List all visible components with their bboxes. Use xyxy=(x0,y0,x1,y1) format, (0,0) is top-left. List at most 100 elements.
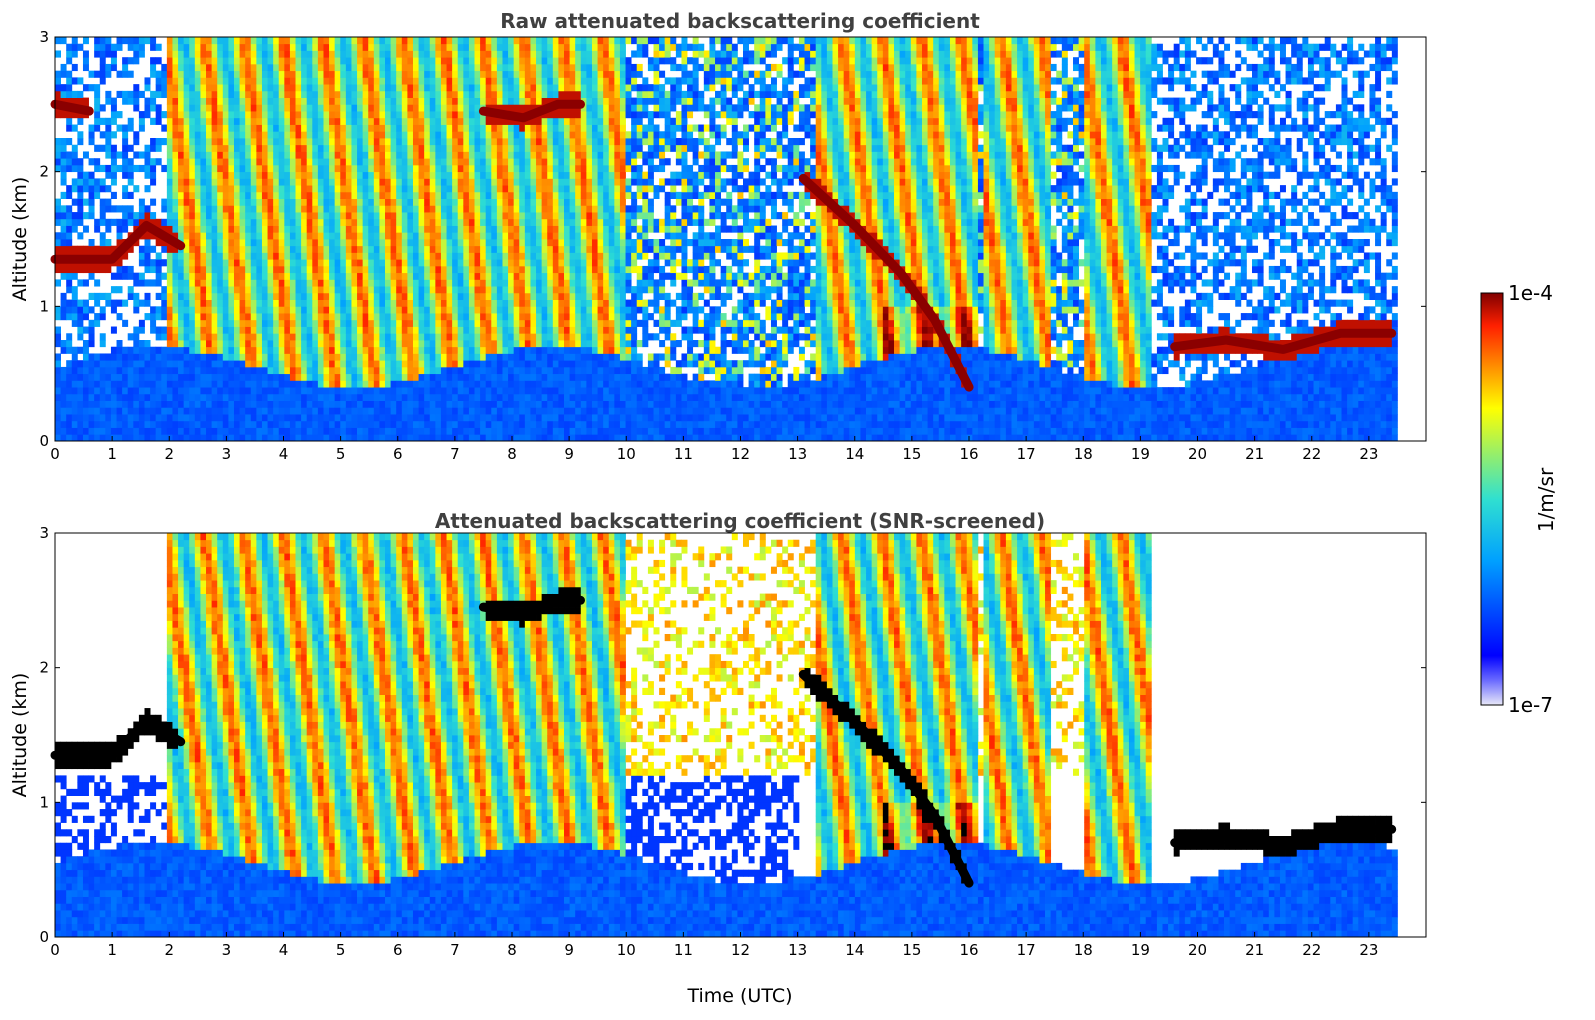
heatmap-cell xyxy=(301,131,308,139)
heatmap-cell xyxy=(133,212,140,220)
heatmap-cell xyxy=(452,407,459,415)
heatmap-cell xyxy=(446,252,453,260)
heatmap-cell xyxy=(412,387,419,395)
heatmap-cell xyxy=(508,37,515,45)
heatmap-cell xyxy=(144,97,151,105)
heatmap-cell xyxy=(172,265,179,274)
heatmap-cell xyxy=(379,212,386,220)
heatmap-cell xyxy=(306,360,313,368)
heatmap-cell xyxy=(161,292,168,300)
heatmap-cell xyxy=(474,306,481,314)
heatmap-cell xyxy=(161,239,168,247)
heatmap-cell xyxy=(250,90,257,98)
heatmap-cell xyxy=(267,111,274,119)
heatmap-cell xyxy=(256,124,263,132)
heatmap-cell xyxy=(178,292,185,300)
heatmap-cell xyxy=(435,373,442,381)
heatmap-cell xyxy=(261,427,268,435)
heatmap-cell xyxy=(306,84,313,92)
heatmap-cell xyxy=(189,131,196,139)
heatmap-cell xyxy=(60,366,67,375)
heatmap-cell xyxy=(552,218,559,226)
heatmap-cell xyxy=(312,37,319,45)
heatmap-cell xyxy=(480,43,487,51)
heatmap-cell xyxy=(94,393,101,401)
heatmap-cell xyxy=(161,414,168,422)
heatmap-cell xyxy=(228,43,235,51)
heatmap-cell xyxy=(508,185,515,193)
heatmap-cell xyxy=(77,400,84,408)
heatmap-cell xyxy=(245,292,252,300)
heatmap-cell xyxy=(178,326,185,334)
heatmap-cell xyxy=(116,272,123,280)
heatmap-cell xyxy=(99,387,106,395)
heatmap-cell xyxy=(446,286,453,294)
heatmap-cell xyxy=(396,171,403,179)
heatmap-cell xyxy=(351,144,358,152)
heatmap-cell xyxy=(385,319,392,327)
heatmap-cell xyxy=(295,313,302,321)
heatmap-cell xyxy=(99,57,106,65)
heatmap-cell xyxy=(211,43,218,51)
heatmap-cell xyxy=(166,205,173,213)
heatmap-cell xyxy=(418,380,425,388)
heatmap-cell xyxy=(94,111,101,119)
heatmap-cell xyxy=(491,232,498,240)
heatmap-cell xyxy=(385,185,392,193)
heatmap-cell xyxy=(312,63,319,72)
heatmap-cell xyxy=(357,117,364,125)
heatmap-cell xyxy=(211,77,218,85)
heatmap-cell xyxy=(485,239,492,247)
heatmap-cell xyxy=(273,346,280,354)
heatmap-cell xyxy=(373,380,380,388)
heatmap-cell xyxy=(99,131,106,139)
heatmap-cell xyxy=(211,252,218,260)
heatmap-cell xyxy=(189,306,196,314)
heatmap-cell xyxy=(312,97,319,105)
heatmap-cell xyxy=(110,400,117,408)
heatmap-cell xyxy=(323,124,330,132)
heatmap-cell xyxy=(418,131,425,139)
heatmap-cell xyxy=(457,407,464,415)
heatmap-cell xyxy=(233,326,240,334)
heatmap-cell xyxy=(94,245,101,253)
heatmap-cell xyxy=(407,191,414,199)
heatmap-cell xyxy=(161,111,168,119)
heatmap-cell xyxy=(261,218,268,226)
heatmap-cell xyxy=(183,380,190,388)
heatmap-cell xyxy=(401,70,408,78)
heatmap-cell xyxy=(301,198,308,206)
heatmap-cell xyxy=(289,191,296,199)
heatmap-cell xyxy=(401,427,408,435)
heatmap-cell xyxy=(345,360,352,368)
heatmap-cell xyxy=(334,191,341,199)
heatmap-cell xyxy=(530,90,537,98)
heatmap-cell xyxy=(312,50,319,58)
heatmap-cell xyxy=(116,286,123,294)
heatmap-cell xyxy=(524,400,531,408)
heatmap-cell xyxy=(317,434,324,442)
heatmap-cell xyxy=(519,239,526,247)
heatmap-cell xyxy=(351,286,358,294)
heatmap-cell xyxy=(211,218,218,226)
heatmap-cell xyxy=(390,164,397,173)
heatmap-cell xyxy=(474,333,481,341)
heatmap-cell xyxy=(452,77,459,85)
heatmap-cell xyxy=(418,205,425,213)
heatmap-cell xyxy=(317,131,324,139)
heatmap-cell xyxy=(491,212,498,220)
heatmap-cell xyxy=(122,205,129,213)
panel-raw: Raw attenuated backscattering coefficien… xyxy=(9,9,1427,463)
heatmap-cell xyxy=(295,37,302,45)
heatmap-cell xyxy=(351,380,358,388)
heatmap-cell xyxy=(519,313,526,321)
heatmap-cell xyxy=(183,265,190,274)
heatmap-cell xyxy=(306,326,313,334)
heatmap-cell xyxy=(267,245,274,253)
heatmap-cell xyxy=(194,185,201,193)
heatmap-cell xyxy=(127,265,134,274)
heatmap-cell xyxy=(351,360,358,368)
heatmap-cell xyxy=(357,63,364,72)
heatmap-cell xyxy=(547,178,554,186)
heatmap-cell xyxy=(55,164,61,173)
